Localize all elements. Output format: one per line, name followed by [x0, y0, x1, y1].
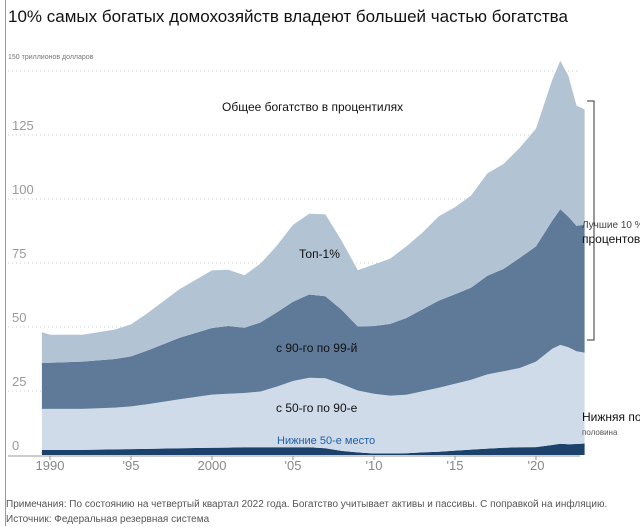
- x-tick-label: '20: [528, 458, 545, 473]
- x-tick-label: 1990: [36, 458, 65, 473]
- x-tick-label: '15: [447, 458, 464, 473]
- x-tick-label: '05: [285, 458, 302, 473]
- y-tick-label: 100: [12, 182, 34, 197]
- y-tick-label: 125: [12, 118, 34, 133]
- chart-subtitle: Общее богатство в процентилях: [222, 100, 403, 114]
- x-tick-label: '95: [123, 458, 140, 473]
- area-top-1: [41, 60, 585, 363]
- area-90-99: [41, 209, 585, 409]
- label-top-10: Лучшие 10 %: [582, 220, 640, 231]
- label-top-10-word: процентов: [582, 232, 640, 246]
- y-tick-labels: 0 25 50 75 100 125: [12, 118, 34, 453]
- area-labels: Общее богатство в процентилях Топ-1% с 90-…: [222, 100, 403, 447]
- x-tick-label: '10: [366, 458, 383, 473]
- y-tick-label: 50: [12, 310, 26, 325]
- label-bottom-half: Нижняя половина: [582, 410, 640, 424]
- footnote: Примечания: По состоянию на четвертый кв…: [6, 499, 608, 525]
- y-tick-label: 0: [12, 438, 19, 453]
- unit-label: 150 триллионов долларов: [8, 54, 94, 61]
- label-bottom-50: Нижние 50-е место: [277, 435, 375, 447]
- label-50-90: с 50-го по 90-е: [276, 401, 358, 415]
- area-bottom-50: [41, 443, 585, 455]
- y-tick-label: 25: [12, 374, 26, 389]
- area-series: [41, 60, 585, 455]
- area-50-90: [41, 344, 585, 454]
- label-90-99: с 90-го по 99-й: [276, 341, 357, 355]
- left-rule: [5, 0, 6, 526]
- y-tick-label: 75: [12, 246, 26, 261]
- chart-title: 10% самых богатых домохозяйств владеют б…: [8, 7, 568, 26]
- bracket-line: [587, 100, 595, 341]
- label-bottom-half-word: половина: [582, 428, 618, 437]
- label-top-1: Топ-1%: [299, 247, 340, 261]
- x-tick-label: 2000: [198, 458, 227, 473]
- x-tick-labels: 1990 '95 2000 '05 '10 '15 '20: [36, 456, 545, 473]
- top10-bracket: Лучшие 10 %процентов Нижняя половина полов…: [582, 100, 640, 437]
